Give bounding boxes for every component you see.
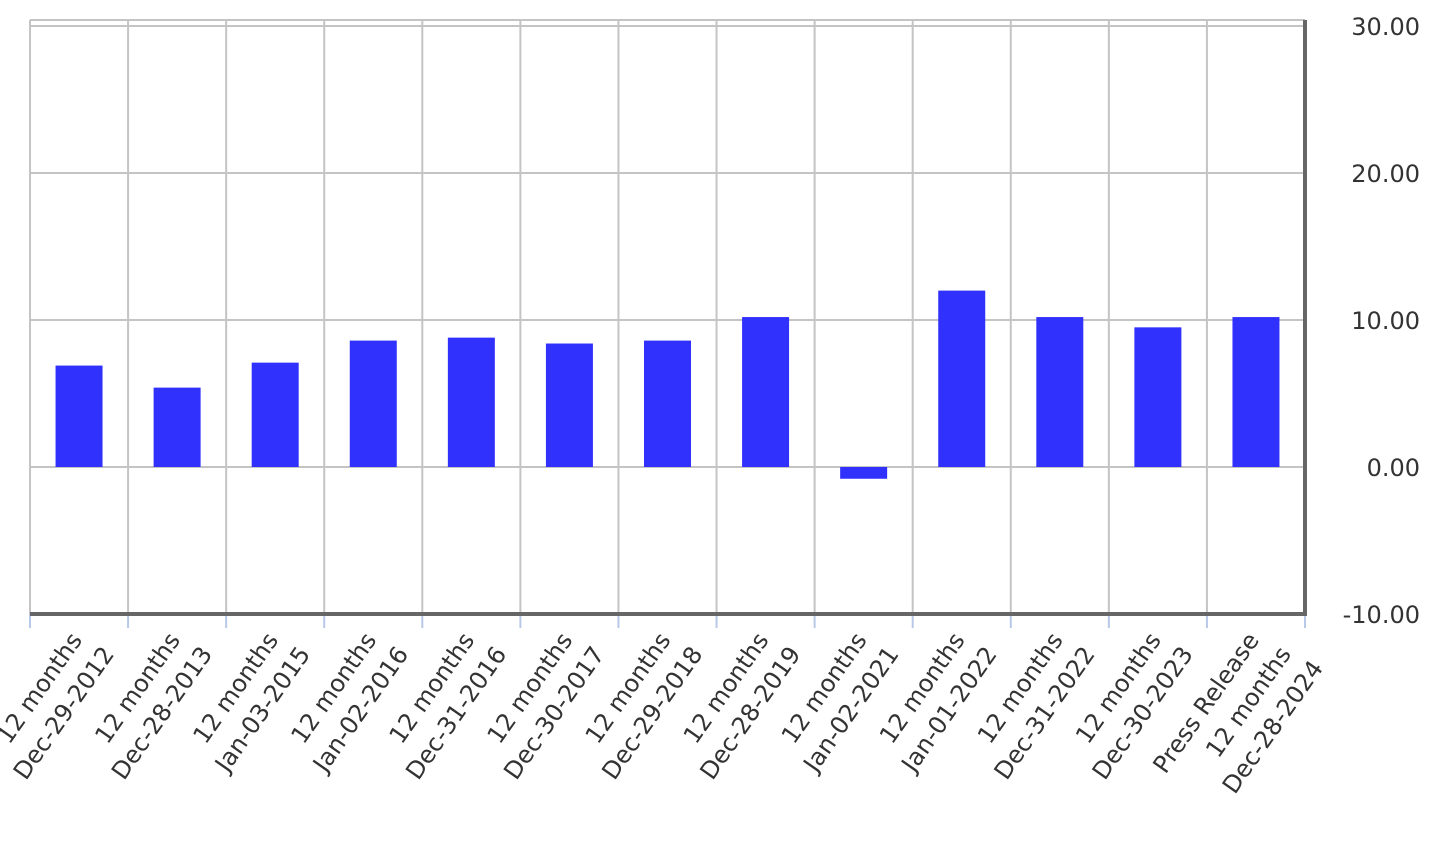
bar (447, 337, 495, 467)
bar (742, 317, 790, 467)
bar (938, 290, 986, 467)
bar (1134, 327, 1182, 467)
bar (251, 362, 299, 467)
bar (545, 343, 593, 467)
bar (55, 365, 103, 467)
y-tick-label: 20.00 (1351, 160, 1420, 188)
y-tick-label: 10.00 (1351, 307, 1420, 335)
bar (1036, 317, 1084, 467)
y-tick-label: 0.00 (1367, 454, 1420, 482)
bar (840, 467, 888, 479)
bar (153, 387, 201, 467)
y-tick-label: 30.00 (1351, 13, 1420, 41)
bar (349, 340, 397, 467)
y-tick-label: -10.00 (1343, 601, 1420, 629)
bar (644, 340, 691, 467)
bar (1232, 317, 1280, 467)
